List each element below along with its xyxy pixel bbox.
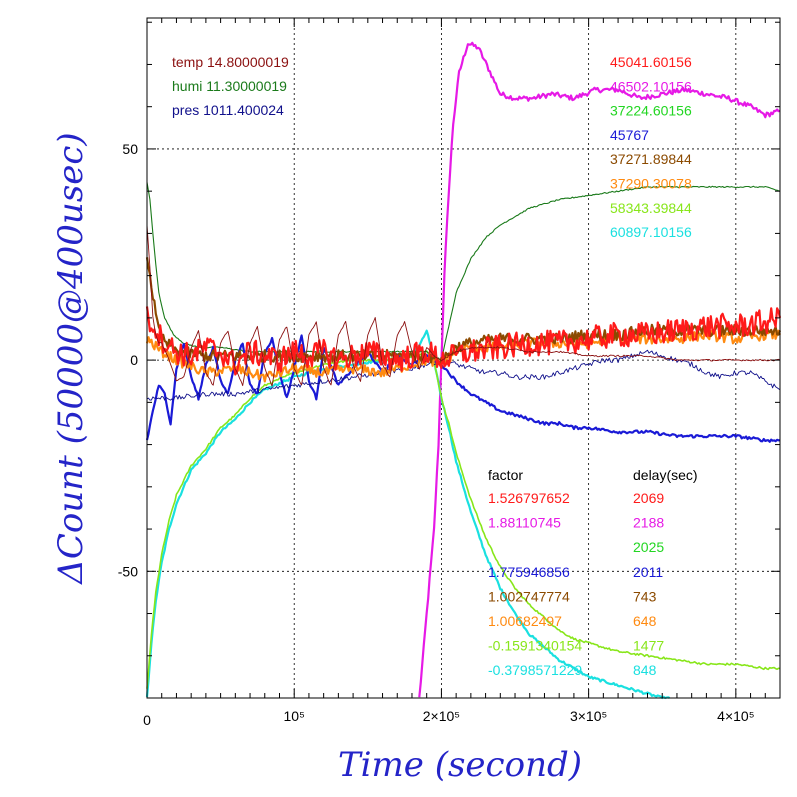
x-axis-label: Time (second) <box>338 745 582 785</box>
series-line <box>418 41 781 698</box>
total-count: 60897.10156 <box>610 224 692 240</box>
delay-value: 743 <box>633 588 657 604</box>
series-line <box>145 306 782 376</box>
delay-value: 2025 <box>633 539 664 555</box>
factor-header: factor <box>488 467 523 483</box>
delay-value: 848 <box>633 662 657 678</box>
x-tick-label: 4×10⁵ <box>717 708 754 724</box>
env-reading: humi 11.30000019 <box>172 78 287 94</box>
series-line <box>145 334 781 443</box>
y-axis-label: ΔCount (50000@400usec) <box>51 132 91 585</box>
env-reading: pres 1011.400024 <box>172 102 284 118</box>
factor-value: 1.00682497 <box>488 613 562 629</box>
total-count: 37290.30078 <box>610 176 692 192</box>
total-count: 58343.39844 <box>610 200 692 216</box>
delay-value: 2011 <box>633 564 663 580</box>
plot-frame <box>146 17 781 699</box>
x-tick-label: 0 <box>143 712 151 728</box>
delay-value: 2069 <box>633 490 664 506</box>
factor-delay-table: factor delay(sec) 1.526797652 2069 1.8811074… <box>488 467 698 678</box>
factor-value: 1.88110745 <box>488 515 561 531</box>
total-count: 46502.10156 <box>610 78 692 94</box>
x-tick-label: 2×10⁵ <box>423 708 460 724</box>
delay-value: 648 <box>633 613 657 629</box>
series-line <box>146 349 781 401</box>
series-lines <box>145 41 782 700</box>
x-tick-label: 10⁵ <box>284 708 305 724</box>
delay-value: 2188 <box>633 515 664 531</box>
y-tick-label: 0 <box>130 352 138 368</box>
y-tick-label: 50 <box>122 141 138 157</box>
series-line <box>146 224 781 387</box>
factor-value: 1.002747774 <box>488 588 570 604</box>
totals-legend: 45041.60156 46502.10156 37224.60156 45767 37… <box>610 54 692 240</box>
series-line <box>146 350 781 689</box>
factor-value: 1.526797652 <box>488 490 570 506</box>
x-tick-label: 3×10⁵ <box>570 708 607 724</box>
factor-value: -0.1591340154 <box>488 638 582 654</box>
factor-value: 1.775946856 <box>488 564 570 580</box>
delay-header: delay(sec) <box>633 467 698 483</box>
env-reading: temp 14.80000019 <box>172 54 289 70</box>
delay-value: 1477 <box>633 638 664 654</box>
total-count: 37271.89844 <box>610 151 692 167</box>
y-tick-label: -50 <box>118 563 138 579</box>
factor-value: -0.3798571229 <box>488 662 582 678</box>
total-count: 45041.60156 <box>610 54 692 70</box>
total-count: 37224.60156 <box>610 103 692 119</box>
axis-ticks: 0 10⁵ 2×10⁵ 3×10⁵ 4×10⁵ 50 0 -50 <box>118 18 780 728</box>
env-legend: temp 14.80000019 humi 11.30000019 pres 101… <box>172 54 289 118</box>
total-count: 45767 <box>610 127 649 143</box>
